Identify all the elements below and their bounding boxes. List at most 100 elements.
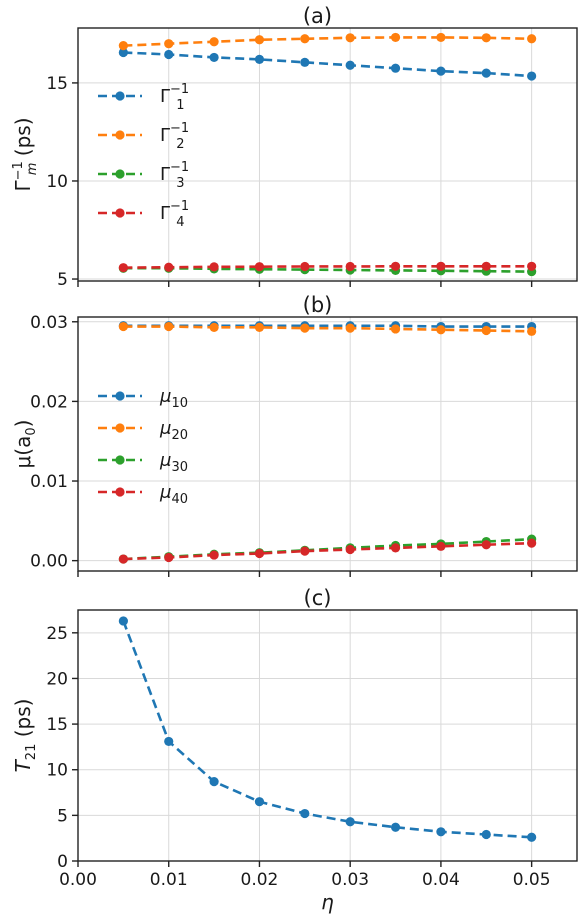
data-point: [118, 41, 128, 51]
data-point: [164, 736, 174, 747]
legend-label: μ40: [159, 482, 188, 507]
x-tick-label: 0.03: [331, 870, 369, 890]
data-point: [436, 325, 446, 335]
legend-swatch-marker: [115, 130, 125, 140]
data-point: [164, 552, 174, 563]
legend-label: μ30: [159, 450, 188, 475]
data-point: [390, 822, 401, 832]
legend: Γ−1 1 Γ−1 2 Γ−1 3 Γ−1 4: [98, 82, 189, 230]
data-point: [118, 263, 128, 273]
data-point: [436, 261, 446, 271]
x-tick-label: 0.05: [513, 870, 551, 890]
panel-title: (a): [303, 4, 332, 28]
y-tick-label: 0.03: [30, 313, 68, 333]
plot-frame: [77, 27, 578, 282]
y-tick-label: 0: [57, 852, 68, 872]
legend-swatch-marker: [115, 169, 125, 179]
y-tick-label: 15: [46, 715, 68, 735]
series-line-4: [123, 541, 532, 561]
y-tick-label: 10: [46, 172, 68, 192]
series-line-1: [123, 51, 532, 78]
plot-frame: [77, 609, 578, 862]
data-point: [527, 326, 537, 336]
x-tick-label: 0.00: [59, 870, 97, 890]
panel-title: (c): [304, 586, 332, 610]
data-point: [390, 261, 401, 271]
data-point: [481, 540, 491, 550]
y-tick-label: 15: [46, 74, 68, 94]
panel-title: (b): [303, 293, 333, 317]
data-point: [436, 541, 446, 551]
series-line-2: [123, 36, 532, 47]
legend-label: Γ−1 3: [160, 160, 189, 191]
legend-label: μ20: [159, 418, 188, 443]
data-point: [209, 52, 219, 63]
data-point: [436, 66, 446, 76]
series-line-3: [123, 266, 532, 273]
x-tick-label: 0.04: [422, 870, 460, 890]
data-point: [527, 538, 537, 548]
data-point: [300, 261, 310, 272]
data-point: [300, 34, 310, 44]
y-tick-label: 0.02: [30, 392, 68, 412]
legend: μ10 μ20 μ30 μ40: [98, 386, 188, 507]
data-point: [390, 63, 401, 73]
data-point: [209, 776, 219, 787]
data-point: [118, 47, 128, 58]
data-point: [164, 262, 174, 272]
data-point: [481, 325, 491, 336]
data-point: [254, 54, 265, 64]
legend-swatch-marker: [115, 455, 125, 465]
data-point: [300, 546, 310, 556]
x-axis-label: η: [321, 890, 334, 914]
data-point: [390, 32, 401, 43]
y-tick-label: 10: [46, 761, 68, 781]
data-point: [300, 808, 310, 819]
legend-swatch-marker: [115, 487, 125, 497]
y-tick-label: 20: [46, 669, 68, 689]
panel-c: 0 5 10 15 20 25 0.00 0.01 0.02 0.03 0.04 0.05 (c) T21…: [11, 586, 578, 914]
legend-label: μ10: [159, 386, 188, 411]
legend-label: Γ−1 2: [160, 121, 189, 152]
data-point: [118, 554, 128, 564]
data-point: [481, 829, 491, 840]
y-tick-label: 25: [46, 624, 68, 644]
data-point: [209, 550, 219, 560]
data-point: [254, 548, 265, 559]
data-point: [209, 37, 219, 47]
legend-swatch-marker: [115, 391, 125, 401]
panel-b: 0.00 0.01 0.02 0.03 (b) μ(a0) μ10 μ20 μ30 μ40: [11, 293, 578, 577]
series-line-2: [123, 325, 532, 333]
data-point: [481, 68, 491, 78]
y-axis-label: μ(a0): [11, 420, 39, 469]
y-axis-label: T21 (ps): [11, 699, 39, 773]
data-point: [345, 33, 355, 43]
y-tick-label: 5: [57, 270, 68, 290]
data-point: [209, 322, 219, 332]
data-point: [254, 797, 265, 807]
data-point: [527, 261, 537, 271]
data-point: [254, 322, 265, 332]
legend-swatch-marker: [115, 91, 125, 101]
data-point: [345, 817, 355, 827]
data-point: [209, 262, 219, 272]
data-point: [481, 261, 491, 271]
data-point: [300, 57, 310, 67]
data-point: [345, 60, 355, 70]
data-point: [345, 261, 355, 272]
data-point: [164, 39, 174, 49]
x-tick-label: 0.01: [150, 870, 188, 890]
data-point: [390, 543, 401, 553]
data-point: [164, 49, 174, 60]
x-tick-label: 0.02: [241, 870, 279, 890]
series-line-4: [123, 264, 532, 269]
data-point: [527, 34, 537, 44]
legend-label: Γ−1 4: [160, 199, 189, 230]
data-point: [118, 616, 128, 626]
series-line-1: [122, 620, 532, 839]
data-point: [436, 827, 446, 837]
data-point: [164, 321, 174, 332]
series-line-1: [123, 324, 532, 328]
data-point: [118, 321, 128, 332]
